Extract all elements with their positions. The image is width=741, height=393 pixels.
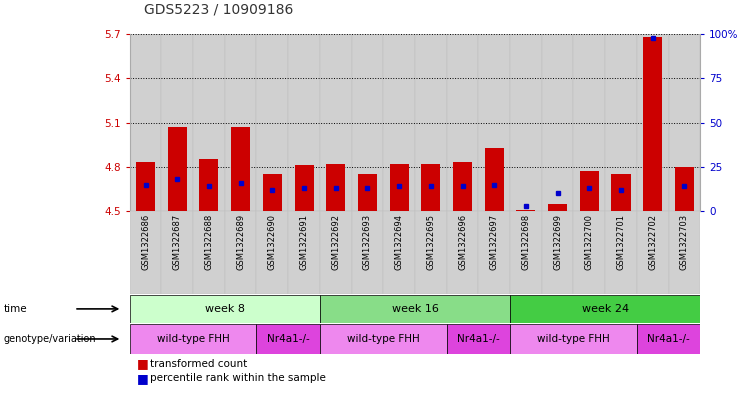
Bar <box>510 34 542 211</box>
Bar <box>199 160 219 211</box>
Bar <box>358 174 377 211</box>
Bar <box>136 162 155 211</box>
Text: GSM1322698: GSM1322698 <box>522 213 531 270</box>
Bar <box>415 34 447 211</box>
Text: GSM1322697: GSM1322697 <box>490 213 499 270</box>
Bar <box>510 295 700 323</box>
Text: GSM1322703: GSM1322703 <box>680 213 689 270</box>
Text: week 8: week 8 <box>205 304 245 314</box>
Text: GSM1322702: GSM1322702 <box>648 213 657 270</box>
Bar <box>485 148 504 211</box>
Bar <box>548 204 567 211</box>
Bar <box>383 211 415 294</box>
Bar <box>130 34 162 211</box>
Text: GSM1322689: GSM1322689 <box>236 213 245 270</box>
Bar <box>231 127 250 211</box>
Bar <box>447 34 479 211</box>
Bar <box>668 34 700 211</box>
Bar <box>415 211 447 294</box>
Bar <box>668 211 700 294</box>
Bar <box>422 164 440 211</box>
Bar <box>326 164 345 211</box>
Bar <box>447 211 479 294</box>
Text: GSM1322700: GSM1322700 <box>585 213 594 270</box>
Text: GSM1322686: GSM1322686 <box>141 213 150 270</box>
Bar <box>383 34 415 211</box>
Text: transformed count: transformed count <box>150 358 247 369</box>
Text: wild-type FHH: wild-type FHH <box>347 334 419 344</box>
Bar <box>542 211 574 294</box>
Bar <box>510 211 542 294</box>
Bar <box>162 34 193 211</box>
Bar <box>288 34 320 211</box>
Text: GSM1322701: GSM1322701 <box>617 213 625 270</box>
Text: GSM1322691: GSM1322691 <box>299 213 308 270</box>
Bar <box>637 324 700 354</box>
Bar <box>320 211 351 294</box>
Bar <box>453 162 472 211</box>
Text: Nr4a1-/-: Nr4a1-/- <box>647 334 690 344</box>
Bar <box>193 34 225 211</box>
Bar <box>351 34 383 211</box>
Bar <box>263 174 282 211</box>
Bar <box>130 295 320 323</box>
Text: week 24: week 24 <box>582 304 628 314</box>
Text: wild-type FHH: wild-type FHH <box>156 334 230 344</box>
Bar <box>479 34 510 211</box>
Bar <box>605 34 637 211</box>
Bar <box>637 34 668 211</box>
Text: GSM1322692: GSM1322692 <box>331 213 340 270</box>
Text: GSM1322690: GSM1322690 <box>268 213 277 270</box>
Text: Nr4a1-/-: Nr4a1-/- <box>267 334 310 344</box>
Bar <box>542 34 574 211</box>
Text: wild-type FHH: wild-type FHH <box>537 334 610 344</box>
Bar <box>351 211 383 294</box>
Text: genotype/variation: genotype/variation <box>4 334 96 344</box>
Bar <box>256 34 288 211</box>
Bar <box>390 164 408 211</box>
Bar <box>643 37 662 211</box>
Bar <box>320 324 447 354</box>
Bar <box>605 211 637 294</box>
Text: GSM1322693: GSM1322693 <box>363 213 372 270</box>
Text: percentile rank within the sample: percentile rank within the sample <box>150 373 326 383</box>
Text: GSM1322694: GSM1322694 <box>395 213 404 270</box>
Text: GSM1322695: GSM1322695 <box>426 213 435 270</box>
Bar <box>294 165 313 211</box>
Bar <box>193 211 225 294</box>
Bar <box>574 211 605 294</box>
Bar <box>130 324 256 354</box>
Text: ■: ■ <box>137 357 149 370</box>
Bar <box>225 211 256 294</box>
Bar <box>320 34 351 211</box>
Bar <box>320 295 510 323</box>
Bar <box>162 211 193 294</box>
Bar <box>256 211 288 294</box>
Bar <box>510 324 637 354</box>
Bar <box>225 34 256 211</box>
Bar <box>130 211 162 294</box>
Bar <box>516 209 536 211</box>
Text: GSM1322696: GSM1322696 <box>458 213 467 270</box>
Bar <box>637 211 668 294</box>
Bar <box>447 324 510 354</box>
Bar <box>479 211 510 294</box>
Text: GSM1322688: GSM1322688 <box>205 213 213 270</box>
Bar <box>288 211 320 294</box>
Text: GSM1322687: GSM1322687 <box>173 213 182 270</box>
Text: Nr4a1-/-: Nr4a1-/- <box>457 334 499 344</box>
Bar <box>579 171 599 211</box>
Text: time: time <box>4 304 27 314</box>
Bar <box>675 167 694 211</box>
Text: week 16: week 16 <box>391 304 439 314</box>
Text: ■: ■ <box>137 371 149 385</box>
Bar <box>611 174 631 211</box>
Bar <box>167 127 187 211</box>
Text: GSM1322699: GSM1322699 <box>553 213 562 270</box>
Bar <box>256 324 320 354</box>
Bar <box>574 34 605 211</box>
Text: GDS5223 / 10909186: GDS5223 / 10909186 <box>144 2 294 17</box>
